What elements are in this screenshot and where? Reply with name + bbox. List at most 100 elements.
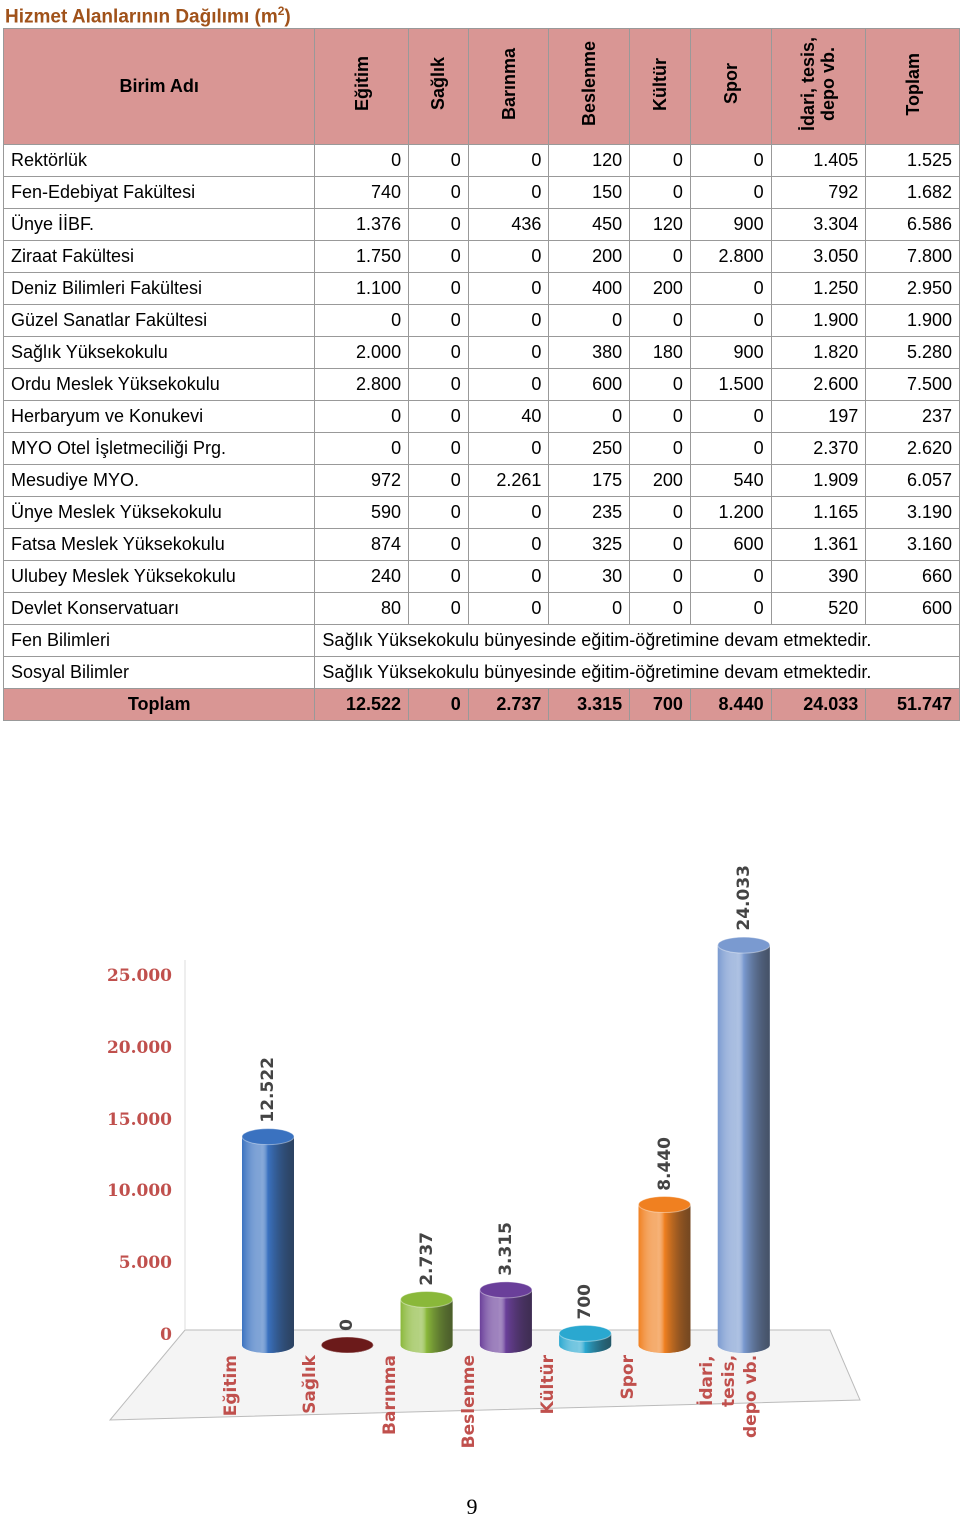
title-text: Hizmet Alanlarının Dağılımı (m (5, 6, 278, 28)
cell: 250 (548, 432, 631, 465)
cell: 590 (314, 496, 410, 529)
cell: Ordu Meslek Yüksekokulu (2, 368, 316, 401)
x-tick-label: Eğitim (221, 1355, 241, 1417)
cell: 0 (408, 592, 469, 625)
cell: 6.586 (865, 208, 960, 241)
cell: 0 (408, 560, 469, 593)
y-tick-label: 0 (160, 1325, 172, 1345)
cell: Mesudiye MYO. (2, 464, 316, 497)
cell: 0 (467, 336, 550, 369)
cylinder-top (479, 1281, 533, 1299)
y-tick-label: 5.000 (118, 1253, 172, 1274)
row: Güzel Sanatlar Fakültesi 0 0 0 0 0 0 1.900 1.900 (2, 304, 960, 337)
total-cell: 700 (629, 688, 691, 721)
row: Sosyal Bilimler Sağlık Yüksekokulu bünyes… (2, 656, 960, 689)
header-cell: Spor (689, 28, 772, 145)
cell: 235 (548, 496, 631, 529)
y-tick-label: 20.000 (106, 1037, 172, 1058)
cell: 1.165 (770, 496, 867, 529)
y-tick-label: 10.000 (106, 1181, 172, 1202)
cell: 6.057 (865, 464, 960, 497)
cell: 1.900 (865, 304, 960, 337)
cell: 0 (467, 368, 550, 401)
total-cell: Toplam (2, 688, 316, 721)
cell: 0 (689, 304, 772, 337)
cylinder-top (241, 1128, 295, 1146)
row: Rektörlük 0 0 0 120 0 0 1.405 1.525 (2, 144, 960, 177)
cell: 200 (548, 240, 631, 273)
total-row: Toplam 12.522 0 2.737 3.315 700 8.440 24.033 51.… (2, 688, 960, 721)
cell: 197 (770, 400, 867, 433)
row: MYO Otel İşletmeciliği Prg. 0 0 0 250 0 0 2.370… (2, 432, 960, 465)
cell: 120 (548, 144, 631, 177)
cell: 0 (408, 144, 469, 177)
row: Fatsa Meslek Yüksekokulu 874 0 0 325 0 600 1.36… (2, 528, 960, 561)
total-cell: 2.737 (467, 688, 550, 721)
cell: 0 (408, 272, 469, 305)
cell: 0 (408, 432, 469, 465)
cylinder-top (638, 1196, 691, 1214)
cell: 200 (629, 272, 691, 305)
cylinder-top (320, 1336, 374, 1354)
x-tick-label: Beslenme (458, 1355, 479, 1449)
cell: 0 (314, 304, 410, 337)
cell: 0 (467, 272, 550, 305)
cell: 2.620 (865, 432, 960, 465)
cell: 0 (408, 400, 469, 433)
row: Ulubey Meslek Yüksekokulu 240 0 0 30 0 0 390 660 (2, 560, 960, 593)
cylinder-shade (717, 945, 770, 1353)
cell: Sosyal Bilimler (2, 656, 316, 689)
cell: 120 (629, 208, 691, 241)
cell: 436 (467, 208, 550, 241)
cell: 0 (689, 560, 772, 593)
cell: 0 (467, 496, 550, 529)
cell: 0 (629, 176, 691, 209)
row: Herbaryum ve Konukevi 0 0 40 0 0 0 197 237 (2, 400, 960, 433)
cell: 0 (408, 304, 469, 337)
header-text: Toplam (902, 52, 923, 116)
cell: 874 (314, 528, 410, 561)
cell: 0 (629, 560, 691, 593)
cell: 0 (689, 272, 772, 305)
cell: 1.525 (865, 144, 960, 177)
cell: 0 (467, 432, 550, 465)
cell: 0 (467, 144, 550, 177)
cylinder-shade (638, 1204, 691, 1353)
header-cell: Kültür (629, 28, 691, 145)
cell: 0 (629, 144, 691, 177)
cell: 1.376 (314, 208, 410, 241)
x-tick-label: Spor (617, 1355, 638, 1400)
cell: 1.361 (770, 528, 867, 561)
cell: 0 (629, 592, 691, 625)
cell: 0 (467, 176, 550, 209)
cylinder (638, 1196, 691, 1353)
cell: Sağlık Yüksekokulu bünyesinde eğitim-öğr… (314, 624, 960, 657)
row: Ünye İİBF. 1.376 0 436 450 120 900 3.304 6.586 (2, 208, 960, 241)
total-cell: 3.315 (548, 688, 631, 721)
cell: 30 (548, 560, 631, 593)
cell: Fen Bilimleri (2, 624, 316, 657)
header-row: Birim Adı Eğitim Sağlık Barınma Beslenme Kült… (2, 28, 960, 145)
cell: 5.280 (865, 336, 960, 369)
cell: 325 (548, 528, 631, 561)
cell: 520 (770, 592, 867, 625)
cell: 0 (314, 432, 410, 465)
cell: 0 (408, 464, 469, 497)
cell: Fen-Edebiyat Fakültesi (2, 176, 316, 209)
cell: 240 (314, 560, 410, 593)
cell: 660 (865, 560, 960, 593)
cell: 900 (689, 208, 772, 241)
cell: 0 (467, 592, 550, 625)
header-text: Eğitim (351, 56, 372, 112)
value-label: 3.315 (495, 1222, 516, 1276)
cell: 2.800 (314, 368, 410, 401)
cell: Ulubey Meslek Yüksekokulu (2, 560, 316, 593)
row: Fen Bilimleri Sağlık Yüksekokulu bünyesin… (2, 624, 960, 657)
cell: Ziraat Fakültesi (2, 240, 316, 273)
header-text: Birim Adı (119, 76, 199, 96)
cell: 1.100 (314, 272, 410, 305)
total-cell: 12.522 (314, 688, 410, 721)
cell: 0 (467, 560, 550, 593)
cell: 1.900 (770, 304, 867, 337)
header-cell: Birim Adı (2, 28, 316, 145)
